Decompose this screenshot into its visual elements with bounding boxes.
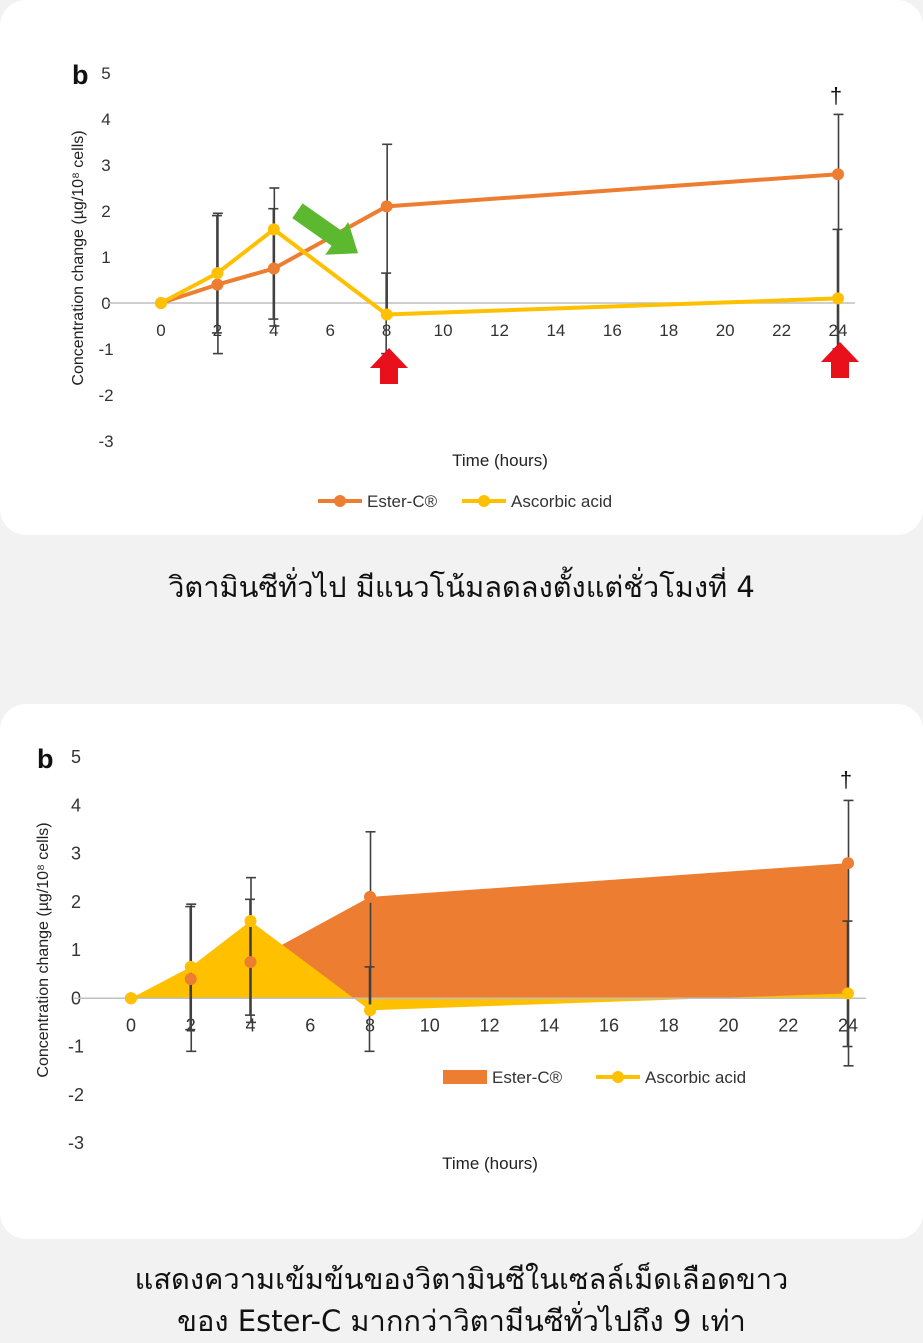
y-tick-label: -3 xyxy=(68,1133,84,1153)
x-tick-label: 0 xyxy=(156,321,165,340)
data-point-ester-c xyxy=(184,972,197,985)
y-tick-label: -2 xyxy=(68,1085,84,1105)
data-point-ascorbic-acid xyxy=(211,267,224,280)
x-tick-label: 16 xyxy=(603,321,622,340)
chart-panel-2: b-3-2-1012345024681012141618202224†Time … xyxy=(35,744,866,1173)
y-tick-label: 5 xyxy=(71,747,81,767)
x-tick-label: 18 xyxy=(659,321,678,340)
data-point-ascorbic-acid xyxy=(842,987,854,1000)
dagger-mark: † xyxy=(830,83,842,108)
legend-label: Ester-C® xyxy=(367,492,438,511)
x-tick-label: 4 xyxy=(269,321,278,340)
y-tick-label: 3 xyxy=(101,156,110,175)
data-point-ascorbic-acid xyxy=(125,992,137,1005)
red-arrow-up-icon xyxy=(370,348,408,384)
x-tick-label: 6 xyxy=(305,1015,315,1035)
x-tick-label: 20 xyxy=(718,1015,738,1035)
x-tick-label: 22 xyxy=(778,1015,798,1035)
chart-card-line xyxy=(0,0,923,535)
x-tick-label: 12 xyxy=(479,1015,499,1035)
x-tick-label: 14 xyxy=(539,1015,559,1035)
data-point-ascorbic-acid xyxy=(184,960,197,973)
x-tick-label: 18 xyxy=(659,1015,679,1035)
y-tick-label: 0 xyxy=(101,294,110,313)
green-arrow-shape xyxy=(292,203,359,255)
y-tick-label: -3 xyxy=(98,432,113,451)
data-point-ester-c xyxy=(832,168,844,181)
x-tick-label: 6 xyxy=(326,321,335,340)
x-tick-label: 16 xyxy=(599,1015,619,1035)
data-point-ascorbic-acid xyxy=(244,915,257,928)
data-point-ester-c xyxy=(364,890,376,903)
panel-letter: b xyxy=(37,744,54,774)
red-arrow-shape xyxy=(370,348,408,384)
y-tick-label: 1 xyxy=(71,940,81,960)
green-arrow-icon xyxy=(292,203,359,255)
chart-panel-1: b-3-2-1012345024681012141618202224†Time … xyxy=(70,60,859,511)
y-tick-label: -2 xyxy=(98,386,113,405)
data-point-ester-c xyxy=(211,278,224,291)
x-tick-label: 0 xyxy=(126,1015,136,1035)
caption-bottom-line-1: แสดงความเข้มข้นของวิตามินซีในเซลล์เม็ดเล… xyxy=(134,1262,789,1296)
data-point-ascorbic-acid xyxy=(380,308,393,321)
legend-label: Ascorbic acid xyxy=(645,1068,746,1087)
x-tick-label: 20 xyxy=(716,321,735,340)
data-point-ascorbic-acid xyxy=(832,292,844,305)
red-arrow-up-icon xyxy=(821,342,859,378)
data-point-ester-c xyxy=(380,200,393,213)
x-tick-label: 14 xyxy=(546,321,565,340)
dagger-mark: † xyxy=(840,767,852,792)
legend-marker xyxy=(612,1071,624,1083)
y-tick-label: -1 xyxy=(98,340,113,359)
legend-label: Ascorbic acid xyxy=(511,492,612,511)
x-axis-title: Time (hours) xyxy=(452,451,548,470)
legend-marker xyxy=(459,1071,471,1083)
data-point-ascorbic-acid xyxy=(267,223,280,236)
area-ester-c xyxy=(131,863,848,999)
y-axis-title: Concentration change (µg/10⁸ cells) xyxy=(35,822,52,1077)
x-tick-label: 12 xyxy=(490,321,509,340)
legend-marker xyxy=(334,495,346,507)
data-point-ester-c xyxy=(244,956,257,969)
y-tick-label: 5 xyxy=(101,64,110,83)
caption-top-line: วิตามินซีทั่วไป มีแนวโน้มลดลงตั้งแต่ชั่ว… xyxy=(168,570,755,604)
y-tick-label: 4 xyxy=(101,110,110,129)
x-tick-label: 4 xyxy=(245,1015,255,1035)
y-axis-title: Concentration change (µg/10⁸ cells) xyxy=(70,130,87,385)
legend-marker xyxy=(478,495,490,507)
caption-bottom: แสดงความเข้มข้นของวิตามินซีในเซลล์เม็ดเล… xyxy=(0,1258,923,1342)
x-tick-label: 22 xyxy=(772,321,791,340)
caption-top: วิตามินซีทั่วไป มีแนวโน้มลดลงตั้งแต่ชั่ว… xyxy=(0,566,923,608)
data-point-ester-c xyxy=(842,857,854,870)
y-tick-label: -1 xyxy=(68,1037,84,1057)
red-arrow-shape xyxy=(821,342,859,378)
y-tick-label: 2 xyxy=(71,892,81,912)
data-point-ester-c xyxy=(267,262,280,275)
x-axis-title: Time (hours) xyxy=(442,1154,538,1173)
y-tick-label: 4 xyxy=(71,795,81,815)
area-ascorbic-acid xyxy=(131,921,848,1011)
y-tick-label: 3 xyxy=(71,844,81,864)
panel-letter: b xyxy=(72,60,89,90)
data-point-ascorbic-acid xyxy=(364,1004,376,1017)
y-tick-label: 1 xyxy=(101,248,110,267)
x-tick-label: 10 xyxy=(434,321,453,340)
y-tick-label: 2 xyxy=(101,202,110,221)
data-point-ascorbic-acid xyxy=(155,297,167,309)
x-tick-label: 10 xyxy=(420,1015,440,1035)
caption-bottom-line-2: ของ Ester-C มากกว่าวิตามีนซีทั่วไปถึง 9 … xyxy=(177,1304,746,1338)
legend-label: Ester-C® xyxy=(492,1068,563,1087)
